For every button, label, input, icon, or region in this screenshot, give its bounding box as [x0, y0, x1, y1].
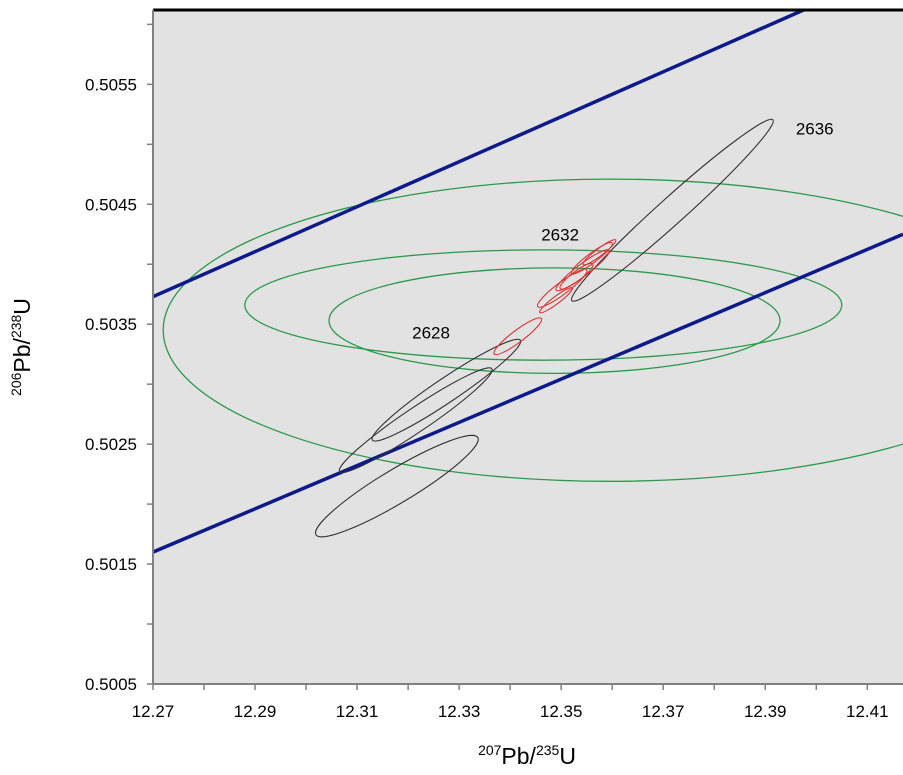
y-axis-title: 206Pb/238U — [8, 298, 35, 396]
concordia-age-label: 2632 — [541, 225, 579, 244]
x-axis-ticks: 12.27 12.29 12.31 12.33 12.35 12.37 12.39 12.41 — [132, 684, 889, 721]
y-axis-ticks: 0.5005 0.5015 0.5025 0.5035 0.5045 0.5055 — [85, 23, 153, 694]
x-tick-label: 12.27 — [132, 702, 175, 721]
population-error-ellipse — [244, 249, 843, 361]
analysis-ellipse-red — [539, 287, 574, 314]
concordia-age-label: 2628 — [412, 324, 450, 343]
plot-background — [153, 10, 903, 684]
analysis-ellipse-black — [570, 118, 774, 302]
x-tick-label: 12.35 — [540, 702, 583, 721]
plot-area: 2628 2632 2636 — [153, 10, 903, 554]
concordia-age-label: 2636 — [796, 120, 834, 139]
population-error-ellipse — [162, 178, 903, 482]
y-tick-label: 0.5015 — [85, 555, 137, 574]
x-tick-label: 12.37 — [642, 702, 685, 721]
y-tick-label: 0.5005 — [85, 675, 137, 694]
x-tick-label: 12.29 — [234, 702, 277, 721]
analysis-ellipse-red — [559, 262, 594, 290]
x-tick-label: 12.33 — [438, 702, 481, 721]
y-tick-label: 0.5055 — [85, 75, 137, 94]
y-tick-label: 0.5045 — [85, 195, 137, 214]
x-tick-label: 12.39 — [744, 702, 787, 721]
concordia-lower-line — [153, 232, 903, 554]
population-error-ellipse — [328, 267, 781, 375]
x-tick-label: 12.31 — [336, 702, 379, 721]
concordia-upper-line — [153, 10, 805, 299]
x-axis-title: 207Pb/235U — [478, 742, 576, 769]
y-tick-label: 0.5025 — [85, 435, 137, 454]
analysis-ellipse-black — [338, 367, 493, 474]
analysis-ellipse-black — [314, 434, 479, 538]
y-tick-label: 0.5035 — [85, 315, 137, 334]
analysis-ellipse-red — [582, 239, 617, 266]
analysis-ellipse-red — [493, 317, 543, 356]
x-tick-label: 12.41 — [846, 702, 889, 721]
analysis-ellipse-black — [371, 338, 522, 442]
